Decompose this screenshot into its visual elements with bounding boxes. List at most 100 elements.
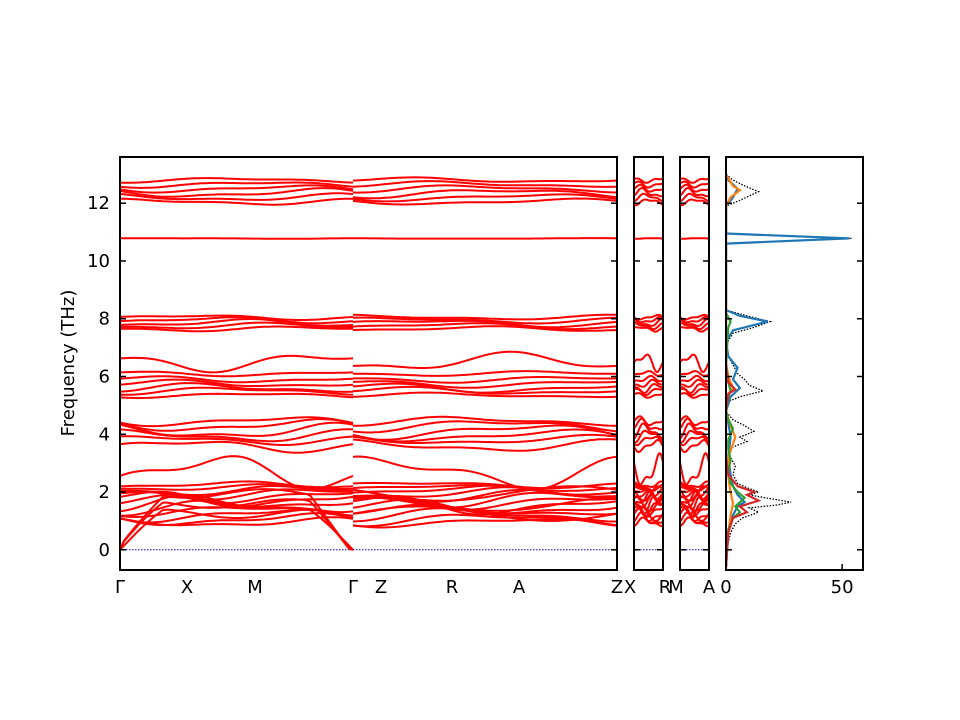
phonon-band-line — [352, 391, 617, 399]
phonon-band-line — [120, 440, 354, 454]
phonon-band-line — [120, 192, 354, 201]
y-tick-label: 4 — [99, 424, 110, 445]
phonon-band-line — [120, 375, 354, 384]
phonon-band-line — [680, 315, 709, 324]
k-point-label: R — [446, 577, 459, 598]
phonon-band-line — [353, 376, 617, 384]
axes-layer — [119, 156, 864, 571]
dos-x-tick-label: 50 — [831, 577, 854, 598]
phonon-band-line — [120, 181, 354, 189]
phonon-band-line — [352, 513, 617, 528]
k-point-label: Z — [375, 577, 387, 598]
phonon-band-line — [352, 176, 617, 183]
phonon-band-line — [352, 180, 617, 188]
phonon-band-line — [680, 392, 709, 399]
dos-curves — [726, 173, 852, 568]
phonon-band-line — [680, 198, 709, 207]
phonon-band-line — [634, 177, 663, 184]
phonon-band-line — [120, 316, 354, 325]
phonon-band-line — [352, 484, 617, 493]
phonon-band-line — [120, 197, 353, 206]
k-point-label: X — [624, 577, 636, 598]
y-axis-label: Frequency (THz) — [58, 290, 79, 437]
phonon-band-line — [634, 322, 663, 331]
main-panel-frame — [119, 156, 618, 571]
phonon-band-line — [634, 415, 663, 427]
phonon-band-line — [634, 378, 663, 388]
main-bands — [120, 176, 617, 551]
xr-panel-frame — [633, 156, 664, 571]
phonon-band-line — [120, 421, 354, 437]
phonon-band-line — [680, 322, 709, 331]
phonon-band-line — [634, 480, 663, 488]
phonon-band-line — [680, 237, 709, 240]
phonon-band-line — [352, 316, 617, 325]
phonon-band-line — [352, 420, 617, 434]
dos-x-tick-label: 0 — [720, 577, 731, 598]
phonon-band-line — [634, 436, 663, 447]
phonon-band-line — [120, 392, 354, 399]
phonon-band-line — [120, 177, 354, 184]
phonon-band-line — [680, 192, 709, 202]
phonon-band-line — [634, 374, 663, 383]
phonon-band-line — [680, 452, 709, 486]
phonon-band-line — [120, 480, 354, 489]
ma-panel-frame — [679, 156, 710, 571]
phonon-band-line — [680, 187, 709, 198]
phonon-band-line — [120, 318, 354, 327]
phonon-band-line — [680, 480, 709, 488]
phonon-band-line — [634, 318, 663, 327]
phonon-band-line — [120, 435, 354, 446]
phonon-band-line — [352, 455, 617, 491]
phonon-band-line — [634, 452, 663, 486]
phonon-band-line — [120, 512, 354, 526]
phonon-band-line — [120, 378, 354, 387]
y-tick-label: 2 — [99, 482, 110, 503]
phonon-band-line — [680, 326, 709, 333]
phonon-band-line — [680, 439, 709, 453]
phonon-band-line — [634, 486, 663, 497]
phonon-band-line — [680, 378, 709, 388]
phonon-band-line — [680, 318, 709, 327]
phonon-band-line — [352, 503, 617, 516]
phonon-band-line — [120, 455, 354, 491]
k-point-label: M — [247, 577, 263, 598]
y-tick-label: 12 — [87, 193, 110, 214]
phonon-band-line — [120, 187, 354, 198]
phonon-band-line — [120, 354, 354, 374]
phonon-band-line — [634, 237, 663, 240]
phonon-band-line — [634, 313, 663, 321]
phonon-band-line — [120, 370, 354, 378]
phonon-band-line — [680, 374, 709, 383]
phonon-band-line — [120, 325, 353, 333]
phonon-band-line — [120, 418, 354, 432]
k-point-label: A — [703, 577, 716, 598]
phonon-band-line — [352, 189, 617, 200]
y-tick-label: 0 — [99, 540, 110, 561]
phonon-band-line — [634, 383, 663, 394]
phonon-band-line — [634, 192, 663, 202]
phonon-band-line — [634, 417, 663, 431]
phonon-band-line — [680, 489, 709, 506]
phonon-band-line — [680, 436, 709, 447]
phonon-band-line — [352, 438, 617, 452]
k-point-label: X — [181, 577, 193, 598]
k-point-label: Γ — [115, 577, 125, 598]
y-tick-label: 8 — [99, 309, 110, 330]
phonon-band-line — [634, 187, 663, 198]
phonon-band-line — [120, 184, 354, 194]
phonon-band-line — [634, 315, 663, 324]
y-tick-label: 6 — [99, 366, 110, 387]
phonon-band-line — [634, 180, 663, 189]
k-point-label: A — [513, 577, 526, 598]
phonon-band-line — [634, 439, 663, 453]
phonon-band-line — [634, 392, 663, 399]
phonon-band-line — [120, 314, 354, 321]
phonon-band-line — [352, 428, 617, 443]
k-point-label: Z — [611, 577, 623, 598]
phonon-band-line — [634, 198, 663, 207]
phonon-band-line — [352, 193, 617, 203]
phonon-band-line — [634, 483, 663, 492]
phonon-band-line — [680, 313, 709, 321]
